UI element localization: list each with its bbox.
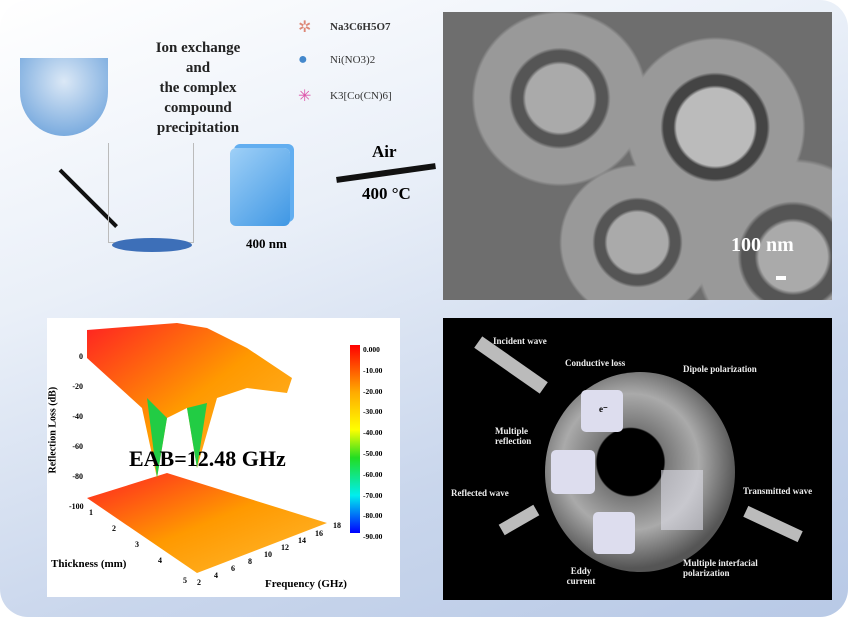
tick: -90.00 <box>363 532 383 542</box>
frequency-axis-label: Frequency (GHz) <box>265 578 347 590</box>
surface-plot <box>87 323 360 573</box>
surface-top <box>87 323 292 478</box>
tick: -60.00 <box>363 469 383 479</box>
tick: -30.00 <box>363 407 383 417</box>
step-line: the complex <box>159 80 237 96</box>
thickness-axis-label: Thickness (mm) <box>51 558 127 570</box>
tick: 0.000 <box>363 345 380 354</box>
transmitted-wave-arrow-icon <box>743 505 803 543</box>
eddy-current-label: Eddy current <box>566 566 596 586</box>
scale-bar-label: 100 nm <box>731 234 794 256</box>
incident-wave-label: Incident wave <box>493 336 547 346</box>
scale-bar <box>776 276 786 280</box>
tick: -80 <box>72 472 83 481</box>
tick: -40.00 <box>363 428 383 438</box>
conductive-loss-label: Conductive loss <box>565 358 626 368</box>
frequency-tick: 12 <box>281 543 289 552</box>
reagent-cobalticyanide: K3[Co(CN)6] <box>330 90 392 102</box>
thickness-tick: 1 <box>89 508 93 517</box>
absorption-dip <box>147 398 207 478</box>
molecule-icon: ● <box>298 51 308 68</box>
z-axis-label: Reflection Loss (dB) <box>47 386 59 474</box>
arrow-right-icon <box>336 163 436 183</box>
tick: -10.00 <box>363 365 383 375</box>
calcination-temperature: 400 °C <box>362 184 411 203</box>
absorption-mechanism-diagram: Incident wave Conductive loss Dipole pol… <box>443 318 832 600</box>
reagent-nickel-nitrate: Ni(NO3)2 <box>330 54 376 66</box>
tick: -100 <box>69 502 84 511</box>
interface-block <box>661 470 703 530</box>
reflection-loss-3d-plot: EAB=12.48 GHz Reflection Loss (dB) 0 -20 -… <box>47 318 400 597</box>
frequency-tick: 8 <box>248 557 252 566</box>
frequency-tick: 16 <box>315 529 323 538</box>
hollow-cube-icon <box>593 512 635 554</box>
hollow-cube-icon <box>581 390 623 432</box>
sem-image: 100 nm <box>443 12 832 300</box>
frequency-tick: 10 <box>264 550 272 559</box>
reagent-legend: ✲ Na3C6H5O7 ● Ni(NO3)2 ✳ K3[Co(CN)6] <box>298 12 428 114</box>
eab-annotation: EAB=12.48 GHz <box>129 446 286 471</box>
step-line: Ion exchange <box>155 40 241 56</box>
pba-cube <box>230 148 290 226</box>
precipitate-disk <box>112 238 192 252</box>
beaker <box>108 143 194 243</box>
multiple-reflection-label: Multiple reflection <box>495 426 532 446</box>
solution-sphere <box>20 58 108 136</box>
hollow-cube-icon <box>551 450 595 494</box>
colorbar-ticks: 0.000 -10.00 -20.00 -30.00 -40.00 -50.00 -60.0… <box>363 340 382 548</box>
interfacial-polarization-label: Multiple interfacial polarization <box>683 558 758 578</box>
step-line: compound <box>164 100 232 116</box>
step-line: precipitation <box>156 120 240 136</box>
frequency-tick: 14 <box>298 536 306 545</box>
tick: -60 <box>72 442 83 451</box>
synthesis-steps-label: Ion exchange and the complex compound pr… <box>128 38 268 138</box>
thickness-tick: 5 <box>183 576 187 585</box>
dipole-polarization-label: Dipole polarization <box>683 364 757 374</box>
thickness-tick: 2 <box>112 524 116 533</box>
reagent-citrate: Na3C6H5O7 <box>330 21 391 33</box>
transmitted-wave-label: Transmitted wave <box>743 486 813 496</box>
step-line: and <box>185 60 211 76</box>
molecule-icon: ✳ <box>298 88 312 105</box>
tick: -40 <box>72 412 83 421</box>
thickness-tick: 4 <box>158 556 162 565</box>
thickness-tick: 3 <box>135 540 139 549</box>
reflected-wave-arrow-icon <box>498 504 540 536</box>
tick: 0 <box>79 352 83 361</box>
molecule-icon: ✲ <box>298 19 312 36</box>
frequency-tick: 4 <box>214 571 218 580</box>
frequency-tick: 18 <box>333 521 341 530</box>
electron-label: e⁻ <box>599 404 608 414</box>
tick: -80.00 <box>363 511 383 521</box>
floor-map <box>87 473 327 573</box>
z-ticks: 0 -20 -40 -60 -80 -100 <box>69 342 84 522</box>
calcination-atmosphere: Air <box>372 142 397 161</box>
reflected-wave-label: Reflected wave <box>451 488 509 498</box>
colorbar <box>350 345 360 533</box>
tick: -50.00 <box>363 448 383 458</box>
tick: -20.00 <box>363 386 383 396</box>
frequency-tick: 6 <box>231 564 235 573</box>
tick: -70.00 <box>363 490 383 500</box>
frequency-tick: 2 <box>197 578 201 587</box>
cube-size-label: 400 nm <box>246 236 287 251</box>
tick: -20 <box>72 382 83 391</box>
